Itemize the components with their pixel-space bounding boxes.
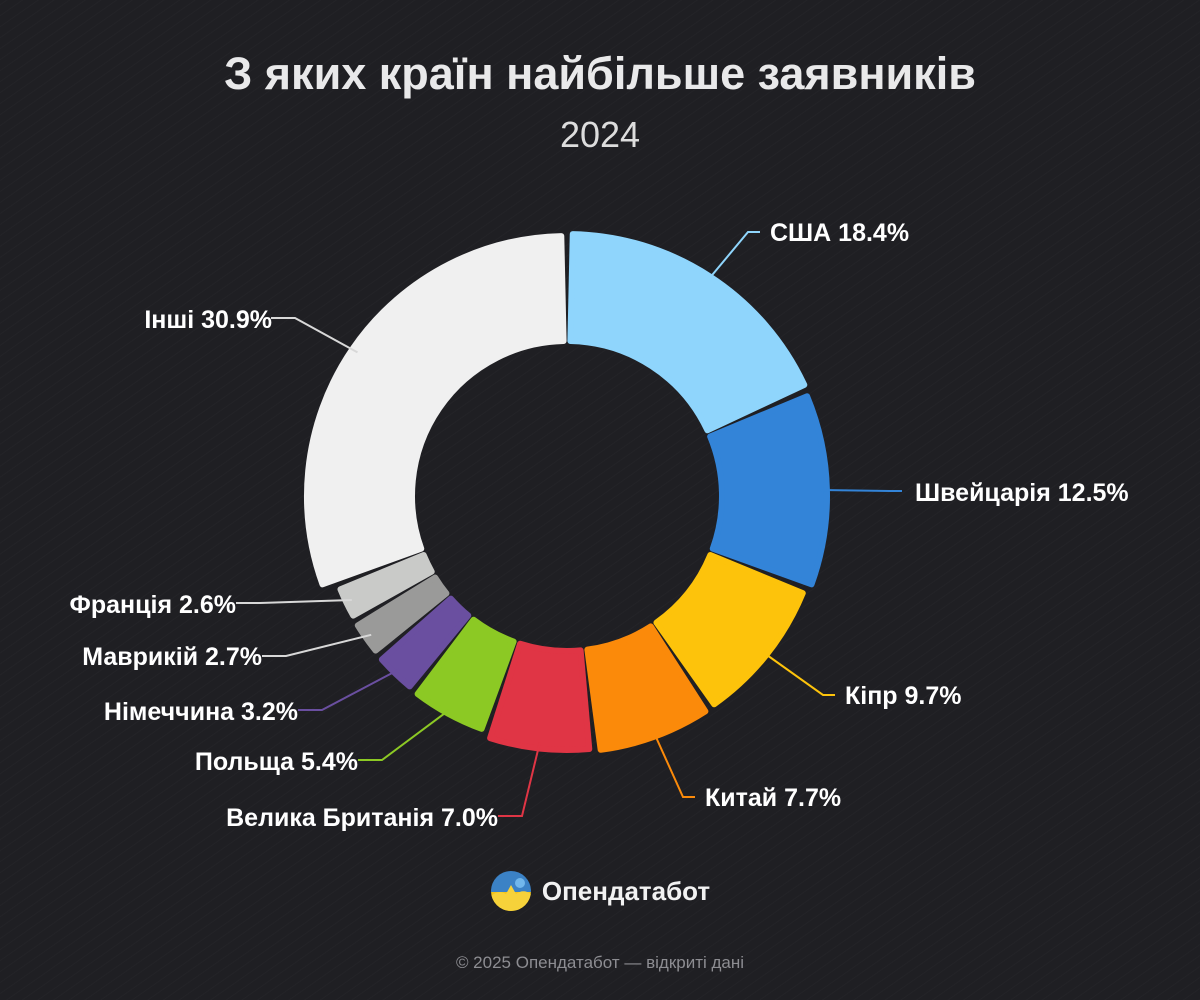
footer-copyright: © 2025 Опендатабот — відкриті дані (455, 953, 745, 972)
slice-label-9: Франція 2.6% (70, 591, 236, 619)
chart-subtitle: 2024 (559, 114, 641, 155)
brand: Опендатабот (0, 870, 1200, 912)
slice-10 (304, 233, 567, 588)
slice-label-8: Маврикій 2.7% (82, 643, 262, 671)
donut-slices (304, 231, 830, 753)
leader-line-6 (358, 707, 452, 761)
slice-label-2: Швейцарія 12.5% (915, 479, 1129, 507)
slice-8 (354, 574, 450, 654)
slice-label-1: США 18.4% (770, 219, 909, 247)
leader-line-8 (262, 633, 372, 657)
leader-line-3 (761, 650, 835, 696)
slice-5 (487, 640, 593, 753)
slice-2 (707, 393, 830, 588)
slice-9 (337, 552, 435, 619)
slice-4 (584, 623, 709, 753)
leader-line-10 (271, 317, 358, 354)
slice-1 (567, 231, 808, 434)
donut-labels: США 18.4% Швейцарія 12.5% Кіпр 9.7% Китай 7… (70, 219, 1129, 832)
slice-label-7: Німеччина 3.2% (104, 698, 298, 726)
chart-title: З яких країн найбільше заявників (224, 48, 976, 99)
slice-6 (414, 616, 517, 732)
leader-line-9 (236, 599, 352, 604)
brand-name: Опендатабот (541, 875, 711, 906)
slice-label-10: Інші 30.9% (144, 306, 272, 334)
slice-label-6: Польща 5.4% (195, 748, 358, 776)
slice-label-5: Велика Британія 7.0% (226, 804, 498, 832)
leader-line-5 (498, 742, 541, 817)
leader-line-1 (705, 231, 760, 283)
opendatabot-logo-icon (490, 871, 531, 911)
slice-label-4: Китай 7.7% (705, 784, 841, 812)
leader-line-2 (820, 489, 902, 492)
slice-7 (378, 595, 472, 690)
slice-label-3: Кіпр 9.7% (845, 682, 962, 710)
leader-line-7 (298, 668, 400, 711)
slice-3 (653, 552, 806, 708)
leader-line-4 (652, 730, 695, 798)
